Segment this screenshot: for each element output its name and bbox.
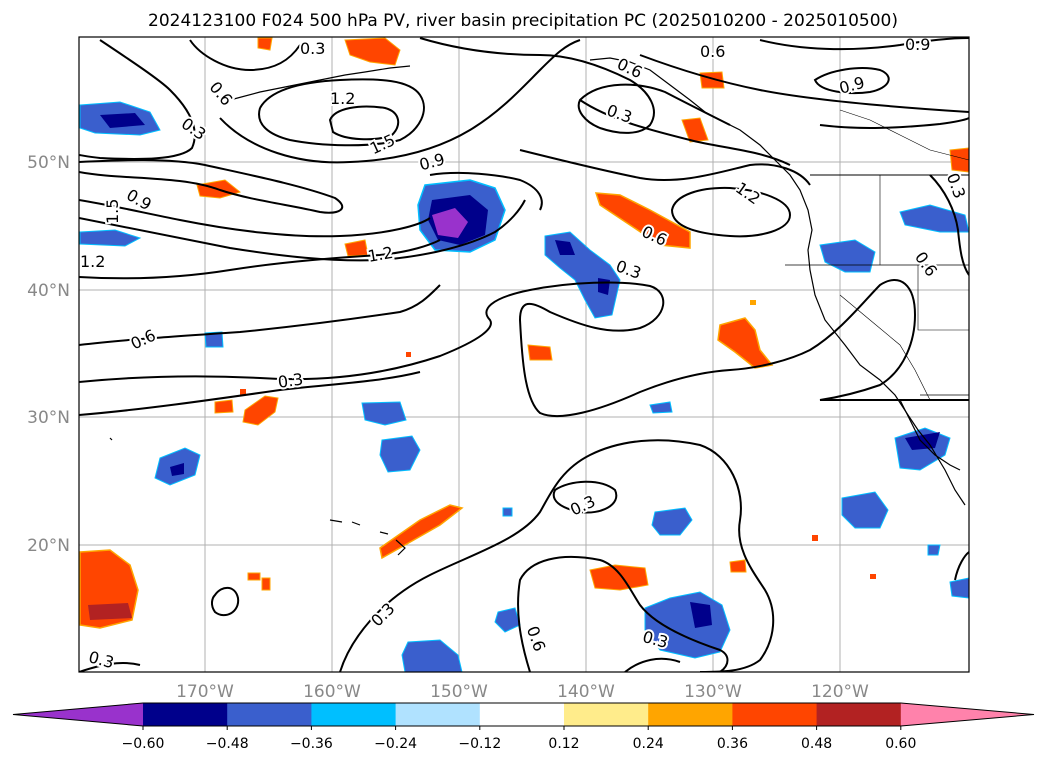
- graticule: [79, 37, 969, 672]
- colorbar-segment: [732, 703, 818, 726]
- contour-label: 0.9: [905, 35, 930, 54]
- lon-label: 150°W: [430, 682, 488, 702]
- colorbar-tick-label: −0.12: [458, 736, 501, 752]
- colorbar-segment: [227, 703, 312, 726]
- lon-label: 160°W: [303, 682, 361, 702]
- precip-negative-regions: [79, 101, 969, 672]
- colorbar-tick-label: −0.48: [206, 736, 249, 752]
- colorbar-segment: [311, 703, 397, 726]
- lat-label: 20°N: [27, 536, 70, 556]
- contour-label: 1.2: [80, 252, 105, 271]
- colorbar-tick-label: 0.36: [717, 736, 748, 752]
- colorbar-segment: [395, 703, 481, 726]
- lon-labels: 170°W 160°W 150°W 140°W 130°W 120°W: [176, 682, 869, 702]
- lon-label: 120°W: [811, 682, 869, 702]
- contour-label: 0.3: [277, 370, 305, 392]
- colorbar-extend-high: [900, 703, 1034, 726]
- colorbar-segment: [564, 703, 649, 726]
- colorbar-segment: [816, 703, 902, 726]
- colorbar-tick-label: 0.24: [633, 736, 664, 752]
- lat-label: 30°N: [27, 408, 70, 428]
- colorbar-tick-label: 0.60: [885, 736, 916, 752]
- colorbar-tick-label: −0.24: [374, 736, 417, 752]
- map-title: 2024123100 F024 500 hPa PV, river basin …: [148, 11, 898, 31]
- colorbar-tick-label: 0.12: [548, 736, 579, 752]
- map-frame: [78, 36, 970, 673]
- contour-label: 0.3: [300, 39, 325, 58]
- contour-label: 1.2: [330, 89, 355, 108]
- colorbar-tick-label: −0.36: [290, 736, 333, 752]
- colorbar-extend-low: [13, 703, 143, 726]
- lon-label: 170°W: [176, 682, 234, 702]
- contour-label: 0.6: [700, 42, 725, 61]
- contour-label: 1.5: [103, 199, 122, 224]
- colorbar-segment: [648, 703, 733, 726]
- coastlines: [109, 57, 969, 556]
- colorbar-segment: [479, 703, 565, 726]
- lon-label: 130°W: [684, 682, 742, 702]
- colorbar-segment: [143, 703, 228, 726]
- lat-labels: 50°N 40°N 30°N 20°N: [27, 153, 70, 556]
- lat-label: 40°N: [27, 281, 70, 301]
- colorbar-tick-label: −0.60: [122, 736, 165, 752]
- lon-label: 140°W: [557, 682, 615, 702]
- pv-contours: [79, 37, 969, 672]
- colorbar-tick-label: 0.48: [801, 736, 832, 752]
- map-area: 0.3 0.6 0.9 0.6 0.6 0.9 1.2 0.3 1.5 0.3 …: [79, 35, 969, 672]
- lat-label: 50°N: [27, 153, 70, 173]
- colorbar: −0.60 −0.48 −0.36 −0.24 −0.12 0.12 0.24 0.36 0.4…: [12, 702, 1035, 752]
